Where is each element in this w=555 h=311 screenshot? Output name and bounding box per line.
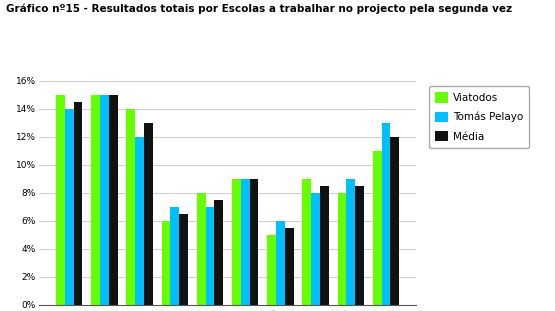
Bar bbox=[74, 102, 82, 305]
Bar bbox=[285, 228, 294, 305]
Bar bbox=[170, 207, 179, 305]
Bar bbox=[337, 193, 346, 305]
Bar bbox=[346, 179, 355, 305]
Bar bbox=[127, 109, 135, 305]
Legend: Viatodos, Tomás Pelayo, Média: Viatodos, Tomás Pelayo, Média bbox=[429, 86, 529, 148]
Bar bbox=[276, 221, 285, 305]
Bar bbox=[302, 179, 311, 305]
Bar bbox=[320, 186, 329, 305]
Bar bbox=[65, 109, 74, 305]
Bar bbox=[100, 95, 109, 305]
Bar bbox=[205, 207, 214, 305]
Bar bbox=[91, 95, 100, 305]
Bar bbox=[373, 151, 381, 305]
Bar bbox=[311, 193, 320, 305]
Bar bbox=[197, 193, 205, 305]
Text: Gráfico nº15 - Resultados totais por Escolas a trabalhar no projecto pela segund: Gráfico nº15 - Resultados totais por Esc… bbox=[6, 3, 512, 14]
Bar bbox=[56, 95, 65, 305]
Bar bbox=[241, 179, 250, 305]
Bar bbox=[232, 179, 241, 305]
Bar bbox=[135, 137, 144, 305]
Bar bbox=[144, 123, 153, 305]
Bar bbox=[109, 95, 118, 305]
Bar bbox=[214, 200, 223, 305]
Bar bbox=[267, 235, 276, 305]
Bar bbox=[390, 137, 399, 305]
Bar bbox=[250, 179, 258, 305]
Bar bbox=[381, 123, 390, 305]
Bar bbox=[162, 221, 170, 305]
Bar bbox=[355, 186, 364, 305]
Bar bbox=[179, 214, 188, 305]
